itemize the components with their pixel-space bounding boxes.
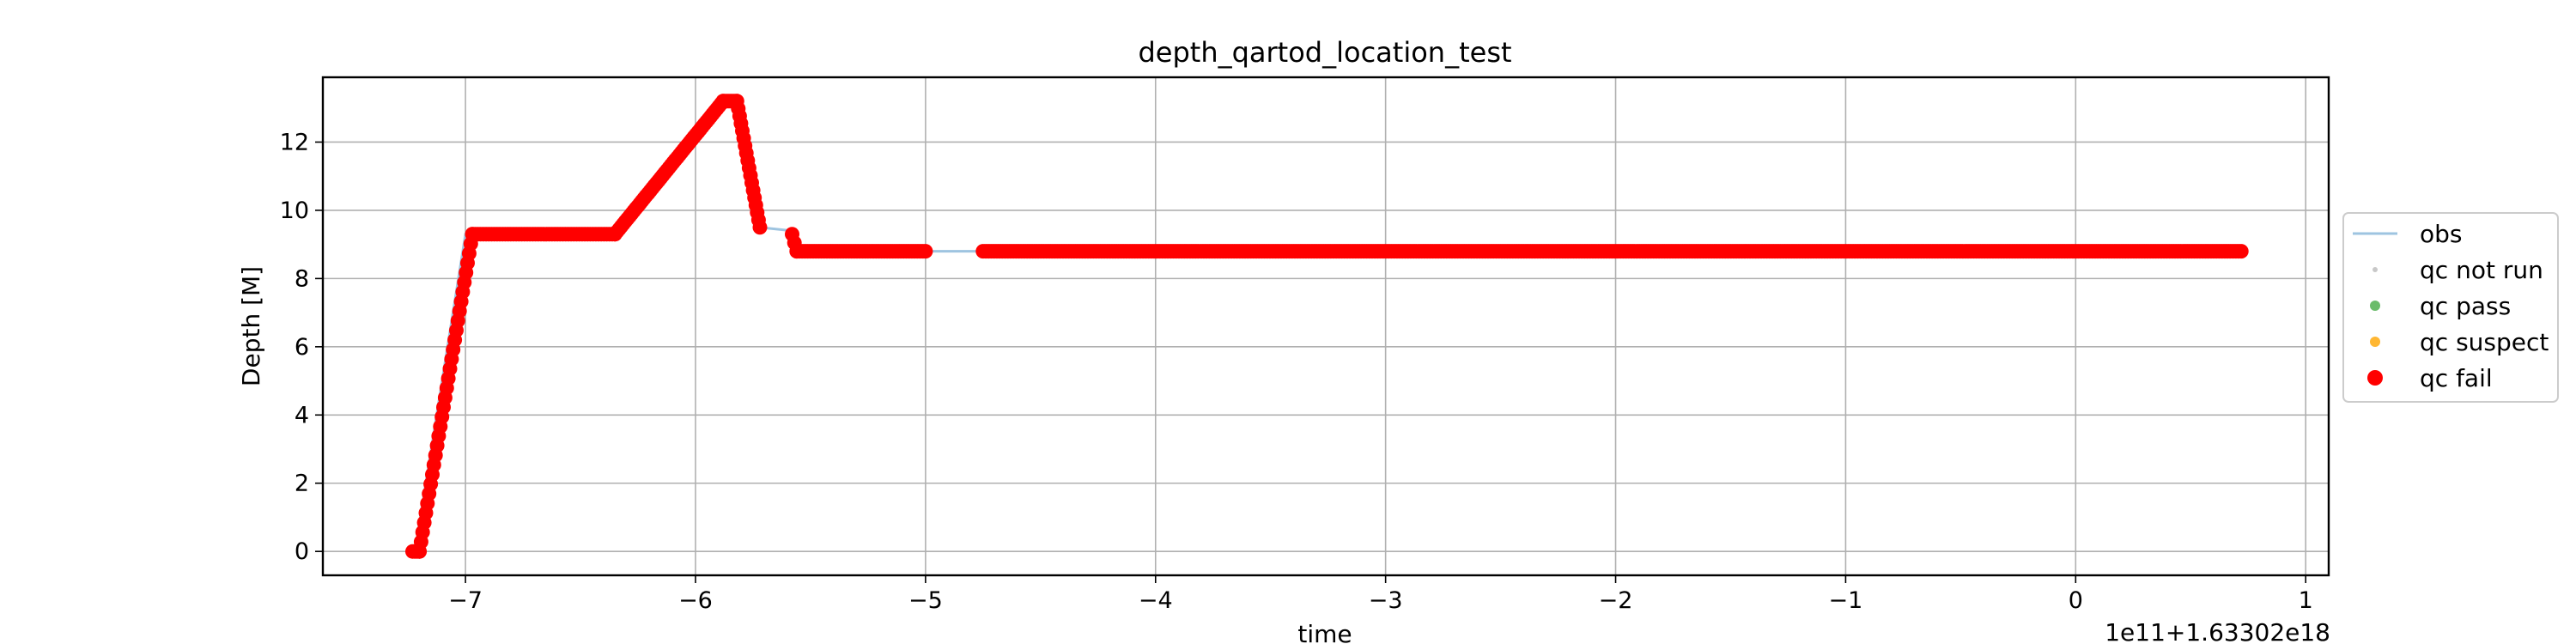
qc-fail-point (2233, 244, 2249, 259)
y-tick-label: 2 (295, 471, 309, 497)
y-tick-label: 10 (280, 197, 309, 224)
legend-label-qc-pass: qc pass (2420, 292, 2511, 320)
legend-label-qc-suspect: qc suspect (2420, 328, 2549, 356)
legend-label-obs: obs (2420, 220, 2463, 248)
y-tick-label: 4 (295, 402, 309, 428)
x-tick-label: −5 (908, 587, 943, 614)
x-tick-label: −1 (1829, 587, 1863, 614)
x-tick-label: 1 (2299, 587, 2313, 614)
x-axis-offset-label: 1e11+1.63302e18 (2105, 618, 2330, 644)
x-tick-label: −6 (678, 587, 713, 614)
y-axis-label: Depth [M] (237, 266, 265, 386)
grid (323, 77, 2329, 575)
legend-box (2342, 212, 2559, 403)
axes-frame (321, 76, 2330, 577)
y-tick-label: 6 (295, 334, 309, 361)
x-tick-label: −7 (448, 587, 483, 614)
y-tick-label: 8 (295, 265, 309, 292)
chart-title: depth_qartod_location_test (1138, 36, 1511, 69)
x-axis-label: time (1297, 620, 1352, 644)
legend-label-qc-not-run: qc not run (2420, 256, 2543, 284)
legend-qc-not-run-marker (2372, 267, 2378, 272)
legend-qc-suspect-marker (2370, 337, 2380, 347)
legend-qc-fail-marker (2367, 370, 2383, 386)
legend: obs qc not run qc pass qc suspect qc fai… (2342, 212, 2559, 403)
qc-fail-point (918, 244, 933, 259)
x-tick-label: −2 (1599, 587, 1633, 614)
qc-fail-point (752, 220, 768, 235)
legend-qc-pass-marker (2370, 301, 2380, 311)
x-tick-label: −4 (1139, 587, 1173, 614)
legend-label-qc-fail: qc fail (2420, 364, 2493, 392)
x-tick-label: −3 (1369, 587, 1403, 614)
y-tick-label: 0 (295, 538, 309, 565)
x-tick-label: 0 (2069, 587, 2083, 614)
plot-area (405, 94, 2249, 559)
y-tick-label: 12 (280, 129, 309, 155)
